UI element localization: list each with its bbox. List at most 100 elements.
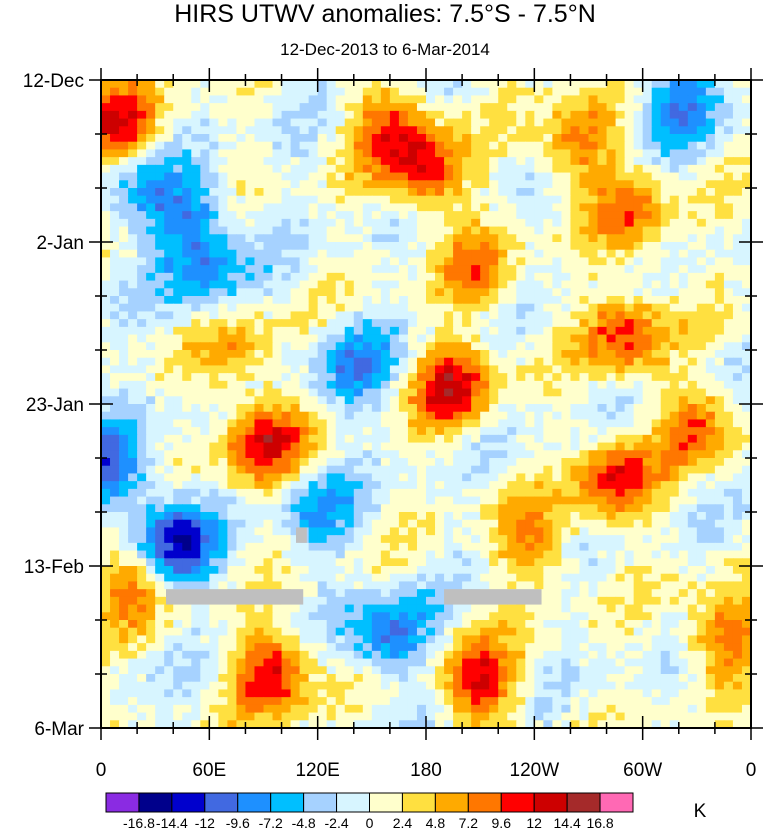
heatmap-cell xyxy=(200,481,210,490)
heatmap-cell xyxy=(723,442,734,451)
heatmap-cell xyxy=(290,458,301,467)
heatmap-cell xyxy=(137,427,147,436)
heatmap-cell xyxy=(669,411,680,421)
heatmap-cell xyxy=(687,481,698,490)
heatmap-cell xyxy=(561,141,572,151)
heatmap-cell xyxy=(705,404,716,413)
heatmap-cell xyxy=(173,411,183,421)
heatmap-cell xyxy=(119,280,129,289)
heatmap-cell xyxy=(119,257,129,266)
heatmap-cell xyxy=(344,458,355,467)
heatmap-cell xyxy=(534,473,544,482)
heatmap-cell xyxy=(633,427,644,436)
heatmap-cell xyxy=(426,134,436,143)
heatmap-cell xyxy=(371,249,382,259)
heatmap-cell xyxy=(227,442,238,451)
heatmap-cell xyxy=(741,411,752,421)
heatmap-cell xyxy=(507,380,517,390)
heatmap-cell xyxy=(696,95,707,104)
heatmap-cell xyxy=(128,211,138,220)
heatmap-cell xyxy=(317,542,328,552)
heatmap-cell xyxy=(398,342,409,351)
heatmap-cell xyxy=(200,195,210,205)
heatmap-cell xyxy=(579,126,590,135)
heatmap-cell xyxy=(498,535,508,544)
heatmap-cell xyxy=(389,342,400,351)
heatmap-cell xyxy=(642,272,653,282)
heatmap-cell xyxy=(624,488,635,498)
heatmap-cell xyxy=(606,496,617,505)
heatmap-cell xyxy=(362,288,373,297)
heatmap-cell xyxy=(525,542,535,552)
heatmap-cell xyxy=(498,103,508,112)
heatmap-cell xyxy=(317,95,328,104)
heatmap-cell xyxy=(579,558,590,567)
heatmap-cell xyxy=(416,272,427,282)
heatmap-cell xyxy=(227,234,238,243)
heatmap-cell xyxy=(597,249,608,259)
heatmap-cell xyxy=(146,566,156,575)
heatmap-cell xyxy=(362,512,373,521)
heatmap-cell xyxy=(362,342,373,351)
heatmap-cell xyxy=(687,350,698,359)
heatmap-cell xyxy=(101,157,111,166)
heatmap-cell xyxy=(182,195,192,205)
heatmap-cell xyxy=(173,134,183,143)
heatmap-cell xyxy=(398,442,409,451)
heatmap-cell xyxy=(290,319,301,328)
heatmap-cell xyxy=(642,303,653,313)
heatmap-cell xyxy=(444,373,454,382)
heatmap-cell xyxy=(624,288,635,297)
heatmap-cell xyxy=(597,512,608,521)
heatmap-cell xyxy=(182,496,192,505)
heatmap-cell xyxy=(254,450,265,459)
heatmap-cell xyxy=(597,558,608,567)
heatmap-cell xyxy=(534,326,544,336)
heatmap-cell xyxy=(696,141,707,151)
heatmap-cell xyxy=(615,265,626,274)
heatmap-cell xyxy=(624,180,635,189)
heatmap-cell xyxy=(173,103,183,112)
heatmap-cell xyxy=(344,442,355,451)
heatmap-cell xyxy=(362,481,373,490)
heatmap-cell xyxy=(119,589,129,598)
heatmap-cell xyxy=(633,334,644,343)
heatmap-cell xyxy=(651,481,662,490)
heatmap-cell xyxy=(191,396,201,405)
heatmap-cell xyxy=(416,195,427,205)
heatmap-cell xyxy=(380,234,391,243)
heatmap-cell xyxy=(326,380,337,390)
heatmap-cell xyxy=(534,458,544,467)
heatmap-cell xyxy=(290,303,301,313)
heatmap-cell xyxy=(317,134,328,143)
heatmap-cell xyxy=(128,604,138,613)
heatmap-cell xyxy=(389,296,400,305)
heatmap-cell xyxy=(110,465,120,475)
heatmap-cell xyxy=(200,149,210,158)
heatmap-cell xyxy=(290,272,301,282)
heatmap-cell xyxy=(326,272,337,282)
heatmap-cell xyxy=(516,195,526,205)
heatmap-cell xyxy=(669,458,680,467)
heatmap-cell xyxy=(669,80,680,89)
heatmap-cell xyxy=(696,80,707,89)
heatmap-cell xyxy=(633,473,644,482)
heatmap-cell xyxy=(173,350,183,359)
heatmap-cell xyxy=(335,180,346,189)
heatmap-cell xyxy=(335,95,346,104)
heatmap-cell xyxy=(480,342,490,351)
heatmap-cell xyxy=(516,326,526,336)
heatmap-cell xyxy=(218,404,228,413)
heatmap-cell xyxy=(101,581,111,590)
heatmap-cell xyxy=(714,504,725,513)
heatmap-cell xyxy=(254,427,265,436)
heatmap-cell xyxy=(146,134,156,143)
heatmap-cell xyxy=(317,157,328,166)
heatmap-cell xyxy=(516,342,526,351)
heatmap-cell xyxy=(732,311,743,320)
heatmap-cell xyxy=(678,504,689,513)
heatmap-cell xyxy=(426,473,436,482)
heatmap-cell xyxy=(344,126,355,135)
heatmap-cell xyxy=(570,118,581,127)
heatmap-cell xyxy=(552,80,563,89)
